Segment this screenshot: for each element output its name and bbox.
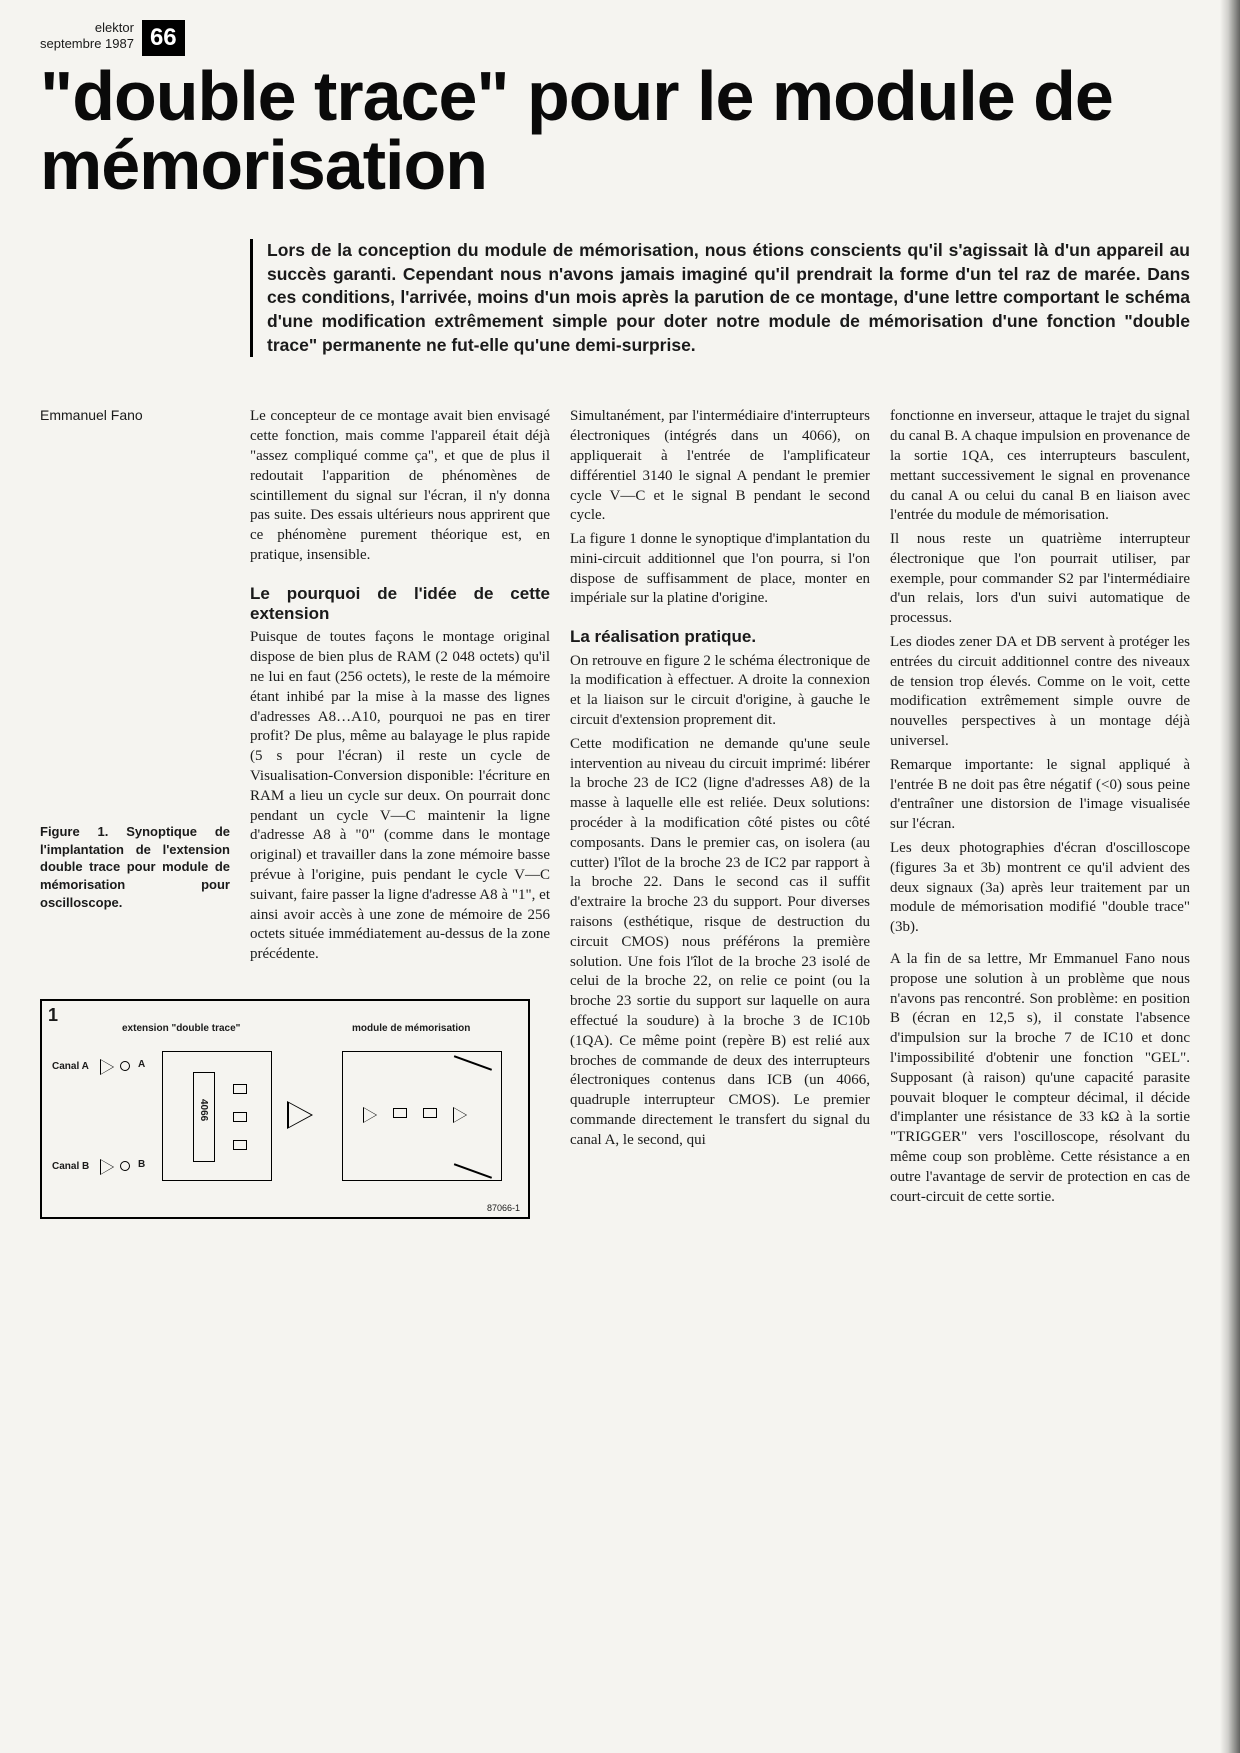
body-column-2: Simultanément, par l'intermédiaire d'int… xyxy=(570,407,870,1211)
switch-icon xyxy=(233,1084,247,1094)
figure-part-number: 87066-1 xyxy=(487,1203,520,1213)
paragraph: Les deux photographies d'écran d'oscillo… xyxy=(890,839,1190,938)
paragraph: Simultanément, par l'intermédiaire d'int… xyxy=(570,407,870,526)
opamp-icon xyxy=(363,1107,377,1123)
label-canal-a: Canal A xyxy=(52,1061,89,1072)
block-small-icon xyxy=(393,1108,407,1118)
figure-1-caption: Figure 1. Synoptique de l'implantation d… xyxy=(40,823,230,911)
figure-label-module: module de mémorisation xyxy=(352,1023,470,1034)
block-extension: 4066 xyxy=(162,1051,272,1181)
paragraph: Cette modification ne demande qu'une seu… xyxy=(570,735,870,1151)
label-canal-b: Canal B xyxy=(52,1161,89,1172)
switch-icon xyxy=(233,1140,247,1150)
body-column-3: fonctionne en inverseur, attaque le traj… xyxy=(890,407,1190,1211)
break-line-icon xyxy=(454,1164,492,1179)
opamp-icon xyxy=(453,1107,467,1123)
break-line-icon xyxy=(454,1056,492,1071)
masthead-text: elektor septembre 1987 xyxy=(40,20,134,51)
paragraph: Remarque importante: le signal appliqué … xyxy=(890,756,1190,835)
block-small-icon xyxy=(423,1108,437,1118)
buffer-icon xyxy=(100,1059,114,1075)
label-b: B xyxy=(138,1159,145,1170)
buffer-icon xyxy=(100,1159,114,1175)
figure-label-extension: extension "double trace" xyxy=(122,1023,240,1034)
node-icon xyxy=(120,1161,130,1171)
issue-date: septembre 1987 xyxy=(40,36,134,52)
switch-icon xyxy=(233,1112,247,1122)
paragraph: Puisque de toutes façons le montage orig… xyxy=(250,628,550,965)
paragraph: Il nous reste un quatrième interrupteur … xyxy=(890,530,1190,629)
paragraph: La figure 1 donne le synoptique d'implan… xyxy=(570,530,870,609)
subheading: La réalisation pratique. xyxy=(570,627,870,647)
publication-name: elektor xyxy=(40,20,134,36)
article-headline: "double trace" pour le module de mémoris… xyxy=(40,62,1190,199)
page-binding-shadow xyxy=(1220,0,1240,1753)
label-a: A xyxy=(138,1059,145,1070)
block-chip-4066: 4066 xyxy=(193,1072,215,1162)
lede-spacer xyxy=(40,239,250,357)
paragraph: On retrouve en figure 2 le schéma électr… xyxy=(570,652,870,731)
page-number-badge: 66 xyxy=(142,20,185,56)
paragraph: fonctionne en inverseur, attaque le traj… xyxy=(890,407,1190,526)
masthead: elektor septembre 1987 66 xyxy=(40,20,1190,56)
lede-row: Lors de la conception du module de mémor… xyxy=(40,239,1190,357)
paragraph: Le concepteur de ce montage avait bien e… xyxy=(250,407,550,565)
paragraph: A la fin de sa lettre, Mr Emmanuel Fano … xyxy=(890,950,1190,1207)
lede-paragraph: Lors de la conception du module de mémor… xyxy=(250,239,1190,357)
arrow-right-fill-icon xyxy=(289,1103,311,1127)
figure-1-diagram: 1 extension "double trace" module de mém… xyxy=(40,999,530,1219)
block-module xyxy=(342,1051,502,1181)
figure-number: 1 xyxy=(48,1005,58,1026)
paragraph: Les diodes zener DA et DB servent à prot… xyxy=(890,633,1190,752)
chip-label: 4066 xyxy=(198,1099,209,1121)
author-name: Emmanuel Fano xyxy=(40,407,230,423)
node-icon xyxy=(120,1061,130,1071)
subheading: Le pourquoi de l'idée de cette extension xyxy=(250,584,550,625)
